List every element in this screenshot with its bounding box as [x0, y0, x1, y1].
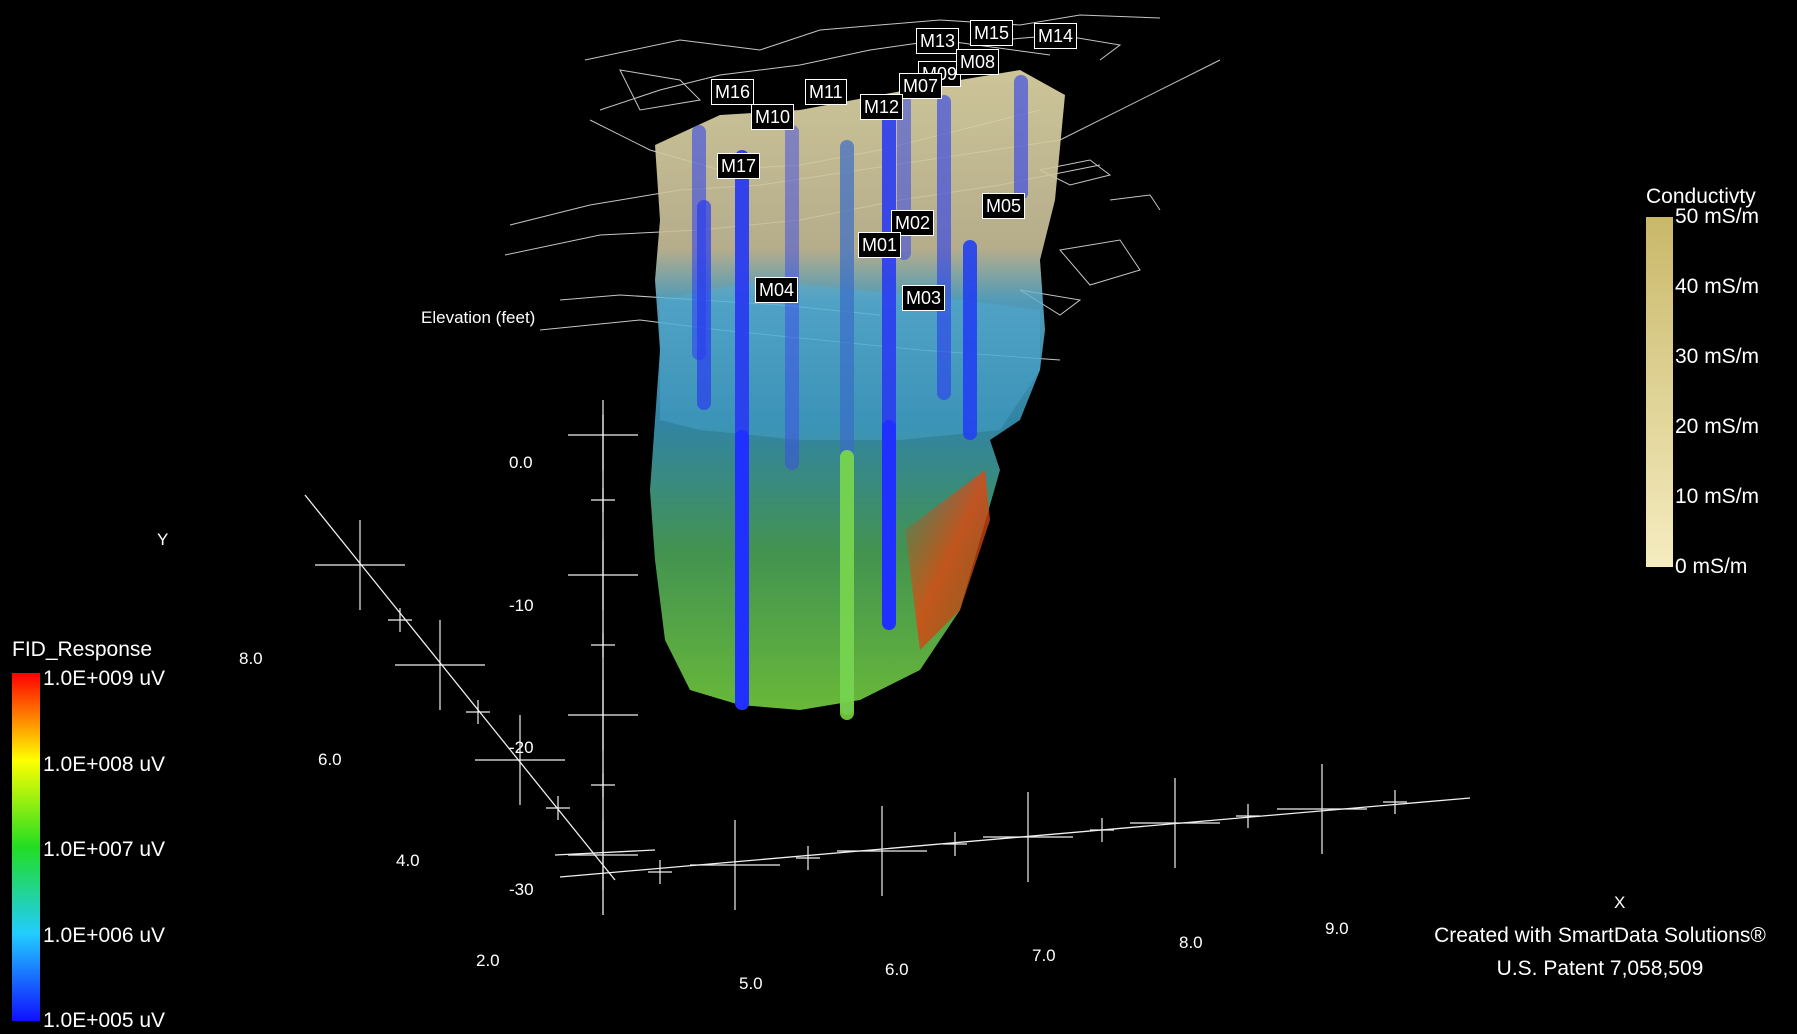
fid-legend-tick: 1.0E+007 uV	[43, 838, 166, 861]
conductivity-color-bar	[1646, 217, 1673, 567]
well-column	[840, 450, 854, 720]
well-column	[963, 240, 977, 440]
x-tick-label: 2.0	[476, 951, 500, 970]
well-label[interactable]: M01	[858, 232, 902, 258]
y-tick-label: 4.0	[396, 851, 420, 870]
x-axis-label: X	[1614, 893, 1626, 912]
fid-legend-tick: 1.0E+009 uV	[43, 667, 166, 690]
y-tick-label: 8.0	[239, 649, 263, 668]
credit-line-1: Created with SmartData Solutions®	[1434, 924, 1766, 947]
conductivity-legend-tick: 30 mS/m	[1675, 345, 1760, 368]
well-label[interactable]: M13	[916, 28, 960, 54]
conductivity-legend-title: Conductivty	[1646, 185, 1756, 208]
z-tick-label: -30	[509, 880, 534, 899]
well-label[interactable]: M08	[956, 49, 1000, 75]
x-tick-label: 5.0	[739, 974, 763, 993]
well-label[interactable]: M16	[711, 79, 755, 105]
credit-line-2: U.S. Patent 7,058,509	[1496, 957, 1704, 980]
z-axis-label: Elevation (feet)	[421, 308, 536, 327]
well-label[interactable]: M14	[1034, 23, 1078, 49]
fid-legend-tick: 1.0E+008 uV	[43, 753, 166, 776]
x-tick-label: 8.0	[1179, 933, 1203, 952]
well-label[interactable]: M17	[717, 153, 761, 179]
conductivity-legend-tick: 50 mS/m	[1675, 205, 1760, 228]
z-tick-label: -20	[509, 738, 534, 757]
well-label[interactable]: M03	[902, 285, 946, 311]
well-column	[697, 200, 711, 410]
well-column	[882, 420, 896, 630]
well-column	[1014, 75, 1028, 200]
z-tick-label: 0.0	[509, 453, 533, 472]
x-tick-label: 6.0	[885, 960, 909, 979]
well-label[interactable]: M12	[860, 94, 904, 120]
well-label[interactable]: M11	[805, 79, 847, 105]
axis-ticks	[315, 400, 1407, 910]
well-label[interactable]: M02	[891, 210, 935, 236]
z-tick-label: -10	[509, 596, 534, 615]
conductivity-legend-tick: 10 mS/m	[1675, 485, 1760, 508]
conductivity-legend-tick: 40 mS/m	[1675, 275, 1760, 298]
credit-text: Created with SmartData Solutions® U.S. P…	[1410, 924, 1790, 981]
well-label[interactable]: M04	[755, 277, 799, 303]
fid-legend-title: FID_Response	[12, 638, 153, 661]
well-label[interactable]: M07	[899, 73, 943, 99]
x-tick-label: 7.0	[1032, 946, 1056, 965]
y-tick-label: 6.0	[318, 750, 342, 769]
fid-legend-tick: 1.0E+006 uV	[43, 924, 166, 947]
well-label[interactable]: M05	[982, 193, 1026, 219]
well-column	[937, 95, 951, 400]
well-label[interactable]: M10	[751, 104, 795, 130]
conductivity-legend-tick: 20 mS/m	[1675, 415, 1760, 438]
x-tick-label: 9.0	[1325, 919, 1349, 938]
y-axis-label: Y	[157, 530, 169, 549]
conductivity-legend-tick: 0 mS/m	[1675, 555, 1748, 578]
well-column	[735, 430, 749, 710]
plume-volume	[650, 70, 1065, 710]
fid-color-bar	[12, 673, 40, 1021]
fid-legend-tick: 1.0E+005 uV	[43, 1009, 166, 1032]
well-label[interactable]: M15	[970, 20, 1014, 46]
